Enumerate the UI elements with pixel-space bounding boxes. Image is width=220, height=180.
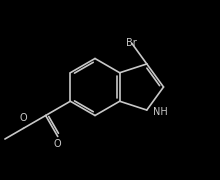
- Text: Br: Br: [126, 38, 137, 48]
- Text: O: O: [54, 140, 62, 149]
- Text: O: O: [20, 113, 27, 123]
- Text: NH: NH: [153, 107, 168, 117]
